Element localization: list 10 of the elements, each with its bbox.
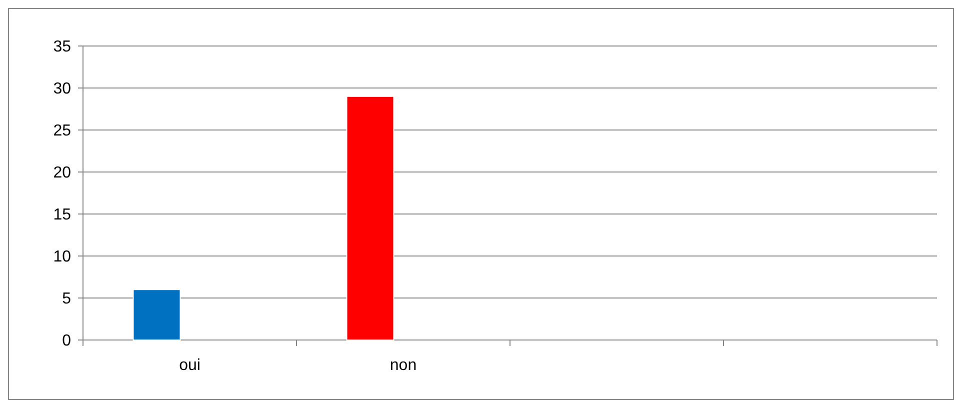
y-tick-label: 5 bbox=[62, 290, 72, 308]
y-tick-label: 35 bbox=[53, 38, 72, 56]
y-tick-label: 10 bbox=[53, 248, 72, 266]
y-tick-label: 20 bbox=[53, 164, 72, 182]
x-tick-label: non bbox=[390, 357, 417, 374]
y-tick-label: 30 bbox=[53, 80, 72, 98]
y-tick-label: 15 bbox=[53, 206, 72, 224]
y-tick-label: 25 bbox=[53, 122, 72, 140]
x-tick-label: oui bbox=[179, 357, 200, 374]
y-tick-label: 0 bbox=[62, 332, 72, 350]
